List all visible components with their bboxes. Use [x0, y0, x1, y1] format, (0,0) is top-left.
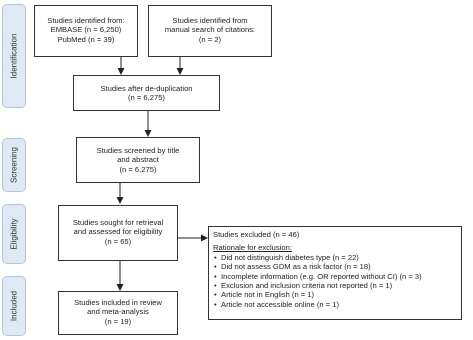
identified-manual-line-2: manual search of citations: — [164, 25, 256, 35]
dedup-line-1: Studies after de-duplication — [100, 84, 193, 93]
identified-db-line-1: Studies identified from: — [47, 16, 125, 25]
included-line-1: Studies included in review — [74, 298, 162, 307]
box-included: Studies included in review and meta-anal… — [58, 291, 178, 335]
dedup-line-2: (n = 6,275) — [128, 93, 165, 103]
phase-eligibility: Eligibility — [2, 204, 26, 264]
screened-line-2: and abstract — [117, 155, 159, 165]
included-line-2: and meta-analysis — [87, 307, 149, 317]
exclusion-rationale-heading: Rationale for exclusion: — [213, 243, 292, 253]
exclusion-reason: Incomplete information (e.g. OR reported… — [213, 272, 461, 282]
excluded-heading: Studies excluded (n = 46) — [213, 230, 300, 239]
exclusion-reason: Exclusion and inclusion criteria not rep… — [213, 281, 461, 291]
box-studies-excluded: Studies excluded (n = 46) Rationale for … — [208, 226, 462, 320]
included-line-3: (n = 19) — [104, 316, 132, 326]
box-screened: Studies screened by title and abstract (… — [76, 137, 200, 183]
identified-db-line-2: EMBASE (n = 6,250) — [50, 25, 122, 35]
exclusion-reason: Article not in English (n = 1) — [213, 290, 461, 300]
exclusion-reason: Did not assess GDM as a risk factor (n =… — [213, 262, 461, 272]
box-sought-for-retrieval: Studies sought for retrieval and assesse… — [58, 205, 178, 261]
exclusion-reason: Did not distinguish diabetes type (n = 2… — [213, 253, 461, 263]
retrieval-line-1: Studies sought for retrieval — [72, 218, 164, 227]
phase-identification: Identification — [2, 4, 26, 108]
phase-screening: Screening — [2, 138, 26, 192]
retrieval-line-3: (n = 65) — [104, 236, 132, 246]
box-identified-manual: Studies identified from manual search of… — [148, 5, 272, 57]
box-deduplication: Studies after de-duplication (n = 6,275) — [73, 75, 220, 111]
screened-line-3: (n = 6,275) — [119, 164, 157, 174]
exclusion-reason: Article not accessible online (n = 1) — [213, 300, 461, 310]
phase-included: Included — [2, 276, 26, 336]
identified-manual-line-3: (n = 2) — [198, 34, 222, 44]
identified-db-line-3: PubMed (n = 39) — [57, 34, 115, 44]
retrieval-line-2: and assessed for eligibility — [73, 227, 163, 237]
identified-manual-line-1: Studies identified from — [172, 16, 248, 25]
exclusion-reasons-list: Did not distinguish diabetes type (n = 2… — [213, 253, 461, 310]
screened-line-1: Studies screened by title — [96, 146, 180, 155]
box-identified-databases: Studies identified from: EMBASE (n = 6,2… — [34, 5, 138, 57]
